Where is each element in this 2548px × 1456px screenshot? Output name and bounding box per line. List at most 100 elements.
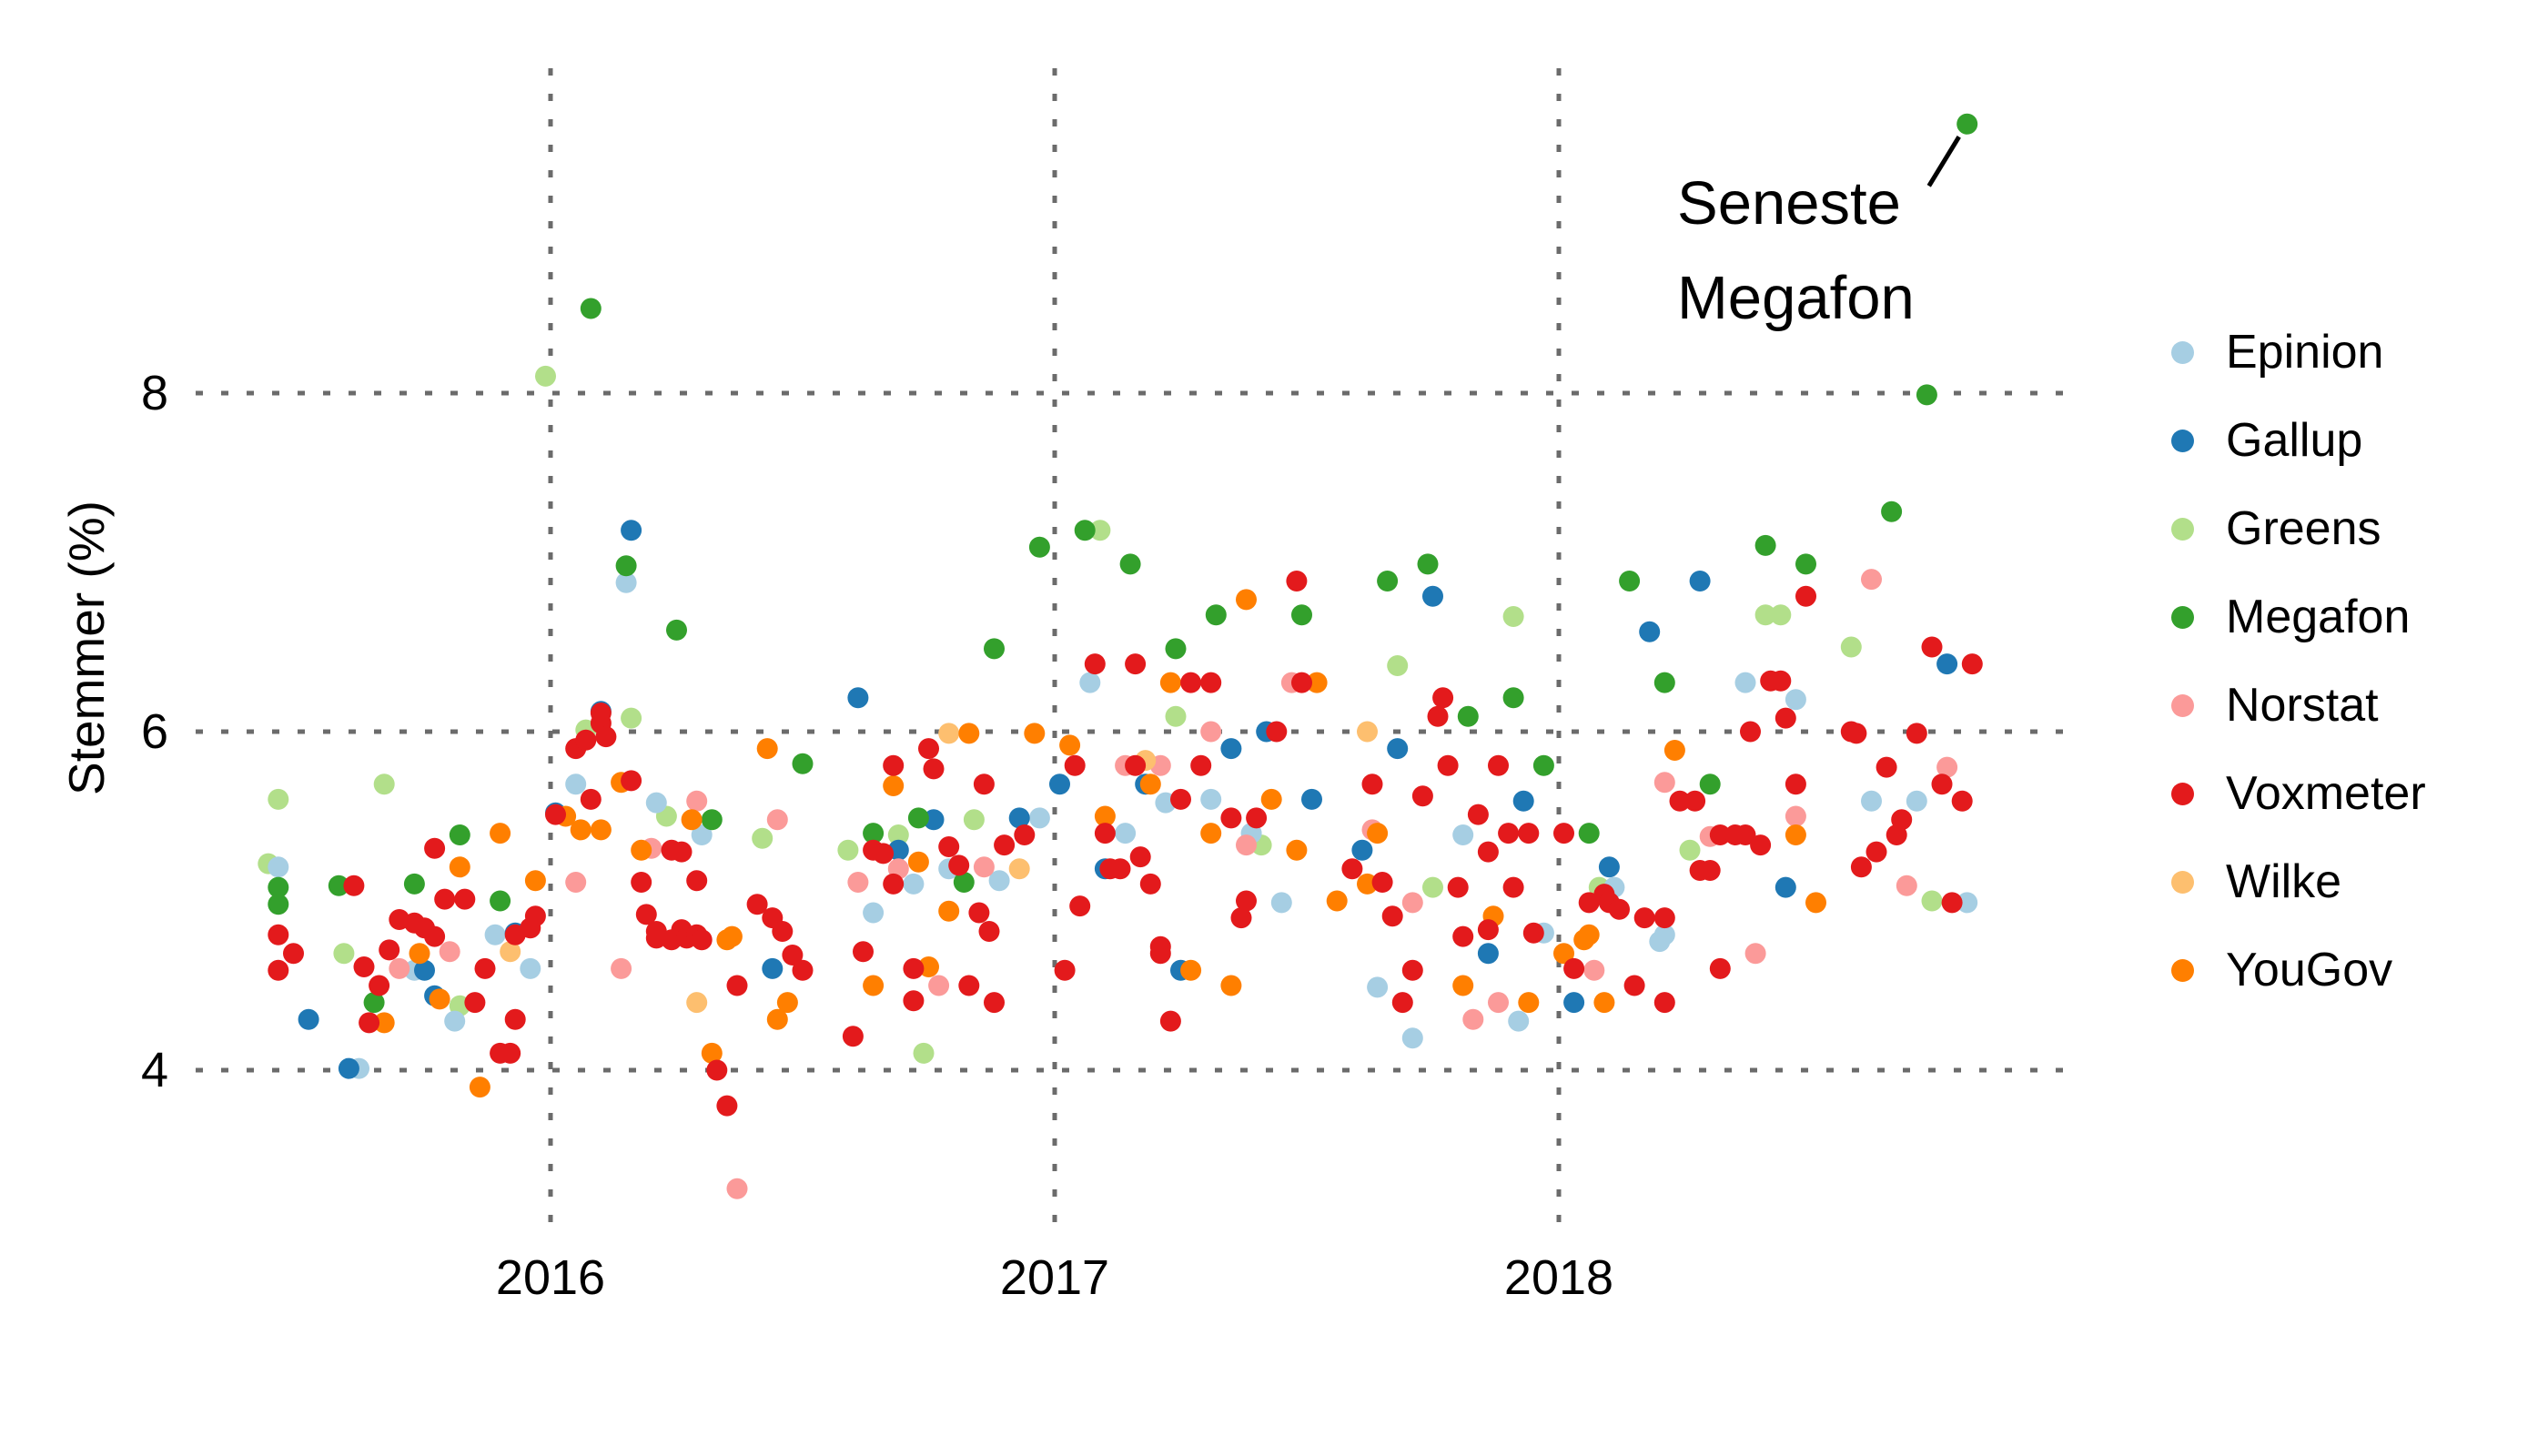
- legend-label-norstat: Norstat: [2226, 679, 2379, 732]
- data-point-yougov: [1578, 924, 1600, 945]
- data-point-yougov: [1139, 774, 1161, 795]
- annotation-line-2: Megafon: [1677, 264, 1915, 332]
- data-point-yougov: [373, 1012, 395, 1034]
- data-point-yougov: [590, 819, 612, 841]
- data-point-megafon: [701, 809, 723, 831]
- data-point-voxmeter: [1709, 824, 1731, 845]
- data-point-epinion: [444, 1010, 466, 1032]
- data-point-voxmeter: [1477, 919, 1499, 941]
- data-point-voxmeter: [1129, 846, 1151, 868]
- legend-dot-yougov: [2171, 958, 2194, 982]
- data-point-voxmeter: [268, 924, 289, 945]
- legend-dot-megafon: [2171, 605, 2194, 629]
- data-point-gallup: [1008, 807, 1030, 829]
- x-tick-label-2016: 2016: [495, 1250, 606, 1305]
- data-point-voxmeter: [359, 1012, 380, 1034]
- data-point-voxmeter: [1180, 672, 1202, 693]
- data-point-megafon: [615, 555, 637, 577]
- data-point-yougov: [1518, 992, 1540, 1014]
- data-point-megafon: [1916, 384, 1937, 406]
- data-point-yougov: [721, 925, 743, 947]
- data-point-voxmeter: [1770, 670, 1792, 692]
- data-point-voxmeter: [1699, 860, 1721, 881]
- data-point-greens: [1089, 520, 1111, 541]
- data-point-voxmeter: [1094, 823, 1116, 844]
- data-point-greens: [373, 774, 395, 795]
- data-point-norstat: [389, 957, 410, 979]
- data-point-voxmeter: [1401, 959, 1423, 981]
- data-point-yougov: [766, 1008, 788, 1030]
- data-point-yougov: [1094, 805, 1116, 827]
- data-point-voxmeter: [968, 902, 990, 924]
- legend-label-voxmeter: Voxmeter: [2226, 767, 2426, 820]
- data-point-epinion: [1785, 689, 1806, 711]
- data-point-norstat: [1896, 875, 1917, 896]
- data-point-voxmeter: [1684, 790, 1706, 812]
- data-point-epinion: [1115, 823, 1137, 844]
- data-point-epinion: [1452, 824, 1474, 845]
- data-point-epinion: [1270, 892, 1292, 914]
- data-point-yougov: [524, 870, 546, 892]
- data-point-greens: [1422, 876, 1443, 898]
- data-point-yougov: [1357, 873, 1378, 895]
- data-point-gallup: [762, 957, 784, 979]
- data-point-voxmeter: [1961, 653, 1983, 675]
- data-point-voxmeter: [1341, 858, 1363, 880]
- data-point-greens: [913, 1042, 935, 1064]
- data-point-gallup: [1049, 774, 1070, 795]
- data-point-wilke: [686, 992, 708, 1014]
- y-tick-label-8: 8: [140, 366, 168, 420]
- data-point-voxmeter: [1522, 922, 1544, 944]
- data-point-gallup: [1563, 992, 1585, 1014]
- data-point-voxmeter: [369, 975, 390, 996]
- data-point-voxmeter: [973, 774, 995, 795]
- data-point-norstat: [611, 957, 632, 979]
- data-point-yougov: [1220, 975, 1242, 996]
- data-point-megafon: [268, 894, 289, 915]
- data-point-norstat: [973, 856, 995, 878]
- data-point-megafon: [1291, 604, 1312, 626]
- data-point-voxmeter: [1488, 754, 1509, 776]
- data-point-megafon: [1205, 604, 1227, 626]
- data-point-greens: [333, 943, 355, 965]
- data-point-norstat: [766, 809, 788, 831]
- data-point-voxmeter: [1633, 907, 1655, 929]
- data-point-voxmeter: [1850, 856, 1872, 878]
- legend-item-voxmeter: Voxmeter: [2171, 766, 2426, 821]
- data-point-gallup: [298, 1008, 319, 1030]
- data-point-megafon: [1699, 774, 1721, 795]
- data-point-yougov: [1180, 959, 1202, 981]
- data-point-voxmeter: [948, 854, 970, 876]
- data-point-voxmeter: [918, 738, 939, 760]
- data-point-gallup: [1387, 738, 1409, 760]
- annotation-seneste-megafon: Seneste Megafon: [1677, 157, 1915, 346]
- data-point-voxmeter: [1266, 721, 1288, 743]
- data-point-megafon: [953, 872, 975, 893]
- data-point-voxmeter: [1941, 892, 1963, 914]
- data-point-megafon: [268, 876, 289, 898]
- data-point-voxmeter: [575, 729, 597, 751]
- data-point-norstat: [686, 790, 708, 812]
- data-point-voxmeter: [958, 975, 980, 996]
- y-tick-label-6: 6: [140, 704, 168, 759]
- data-point-voxmeter: [706, 1059, 728, 1081]
- data-point-norstat: [439, 941, 460, 963]
- legend-item-greens: Greens: [2171, 501, 2381, 556]
- data-point-wilke: [1357, 721, 1378, 743]
- data-point-voxmeter: [474, 957, 496, 979]
- data-point-yougov: [1805, 892, 1826, 914]
- x-tick-label-2018: 2018: [1503, 1250, 1614, 1305]
- data-point-yougov: [429, 988, 450, 1010]
- data-point-voxmeter: [268, 959, 289, 981]
- annotation-pointer-line: [1926, 135, 1961, 187]
- data-point-voxmeter: [1381, 905, 1403, 927]
- data-point-epinion: [1028, 807, 1050, 829]
- data-point-wilke: [500, 941, 521, 963]
- data-point-voxmeter: [379, 939, 400, 961]
- data-point-epinion: [484, 924, 506, 945]
- data-point-voxmeter: [1084, 653, 1106, 675]
- data-point-epinion: [645, 792, 667, 814]
- data-point-voxmeter: [1795, 585, 1816, 607]
- data-point-voxmeter: [1427, 705, 1449, 727]
- data-point-epinion: [1367, 976, 1389, 998]
